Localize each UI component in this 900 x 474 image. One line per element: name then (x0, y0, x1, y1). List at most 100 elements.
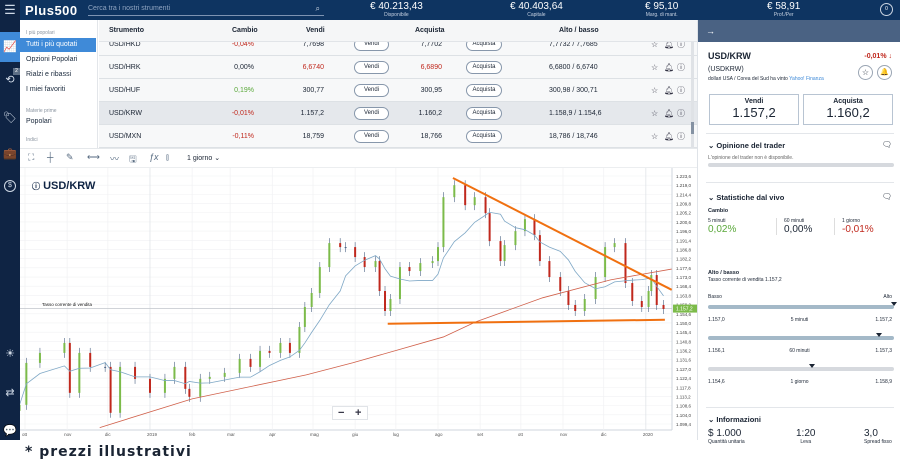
switch-icon[interactable]: ⇄ (5, 387, 15, 399)
sun-icon[interactable]: ☀ (5, 348, 15, 360)
opinion-bar (708, 163, 894, 167)
candle (650, 275, 653, 292)
bell-icon[interactable]: 🔔︎ (664, 132, 675, 141)
instrument-name: USD/HUF (109, 87, 141, 94)
search-input[interactable]: Cerca tra i nostri strumenti ⌕ (88, 2, 324, 16)
info-icon[interactable]: ⓘ (677, 86, 685, 95)
briefcase-icon[interactable]: 💼 (3, 148, 17, 160)
current-price-tag-text: 1.157,2 (676, 307, 693, 313)
high-low-value: 6,6800 / 6,6740 (549, 64, 598, 71)
buy-button[interactable]: Acquista (466, 61, 502, 74)
sell-button[interactable]: Vendi (354, 84, 389, 97)
tag-icon[interactable]: 🏷 (3, 112, 17, 124)
bell-icon[interactable]: 🔔︎ (664, 40, 675, 49)
table-scrollbar[interactable] (691, 42, 694, 148)
line-chart-icon[interactable]: 〰 (110, 154, 120, 164)
dollar-icon[interactable]: $ (4, 180, 16, 192)
x-tick-label: dic (601, 432, 608, 437)
buy-button[interactable]: Acquista 1.160,2 (803, 94, 893, 125)
star-icon[interactable]: ☆ (651, 132, 659, 141)
candle (538, 235, 541, 262)
period-dropdown[interactable]: 1 giorno ⌄ (187, 155, 221, 162)
y-tick-label: 1.122,4 (676, 376, 692, 381)
chat-icon[interactable]: 💬 (3, 425, 17, 437)
chart-svg[interactable]: 1.223,6 1.219,0 1.214,4 1.209,8 1.205,2 1.200… (18, 168, 700, 440)
candle (63, 342, 66, 353)
sell-button[interactable]: Vendi 1.157,2 (709, 94, 799, 125)
candle (18, 404, 21, 411)
save-icon[interactable]: 🖫 (129, 154, 137, 164)
info-icon[interactable]: ⓘ (677, 40, 685, 49)
alert-bell-button[interactable]: 🔔 (877, 65, 892, 80)
zoom-out-button[interactable]: − (338, 407, 345, 419)
candle (354, 247, 357, 258)
opinion-help-icon[interactable]: 🗨 (881, 140, 892, 149)
search-icon[interactable]: ⌕ (315, 4, 320, 13)
table-row[interactable]: USD/HRK 0,00% 6,6740 Vendi 6,6890 Acquis… (99, 56, 697, 79)
x-tick-label: feb (189, 432, 196, 437)
notifications-button[interactable]: 0 (880, 3, 893, 16)
y-tick-label: 1.108,6 (676, 404, 692, 409)
panel-description: dollari USA / Corea del Sud ha vinto Yah… (708, 76, 824, 82)
bell-icon[interactable]: 🔔︎ (664, 86, 675, 95)
star-icon[interactable]: ☆ (651, 109, 659, 118)
sell-price: 1.157,2 (300, 110, 324, 117)
live-stats-toggle[interactable]: ⌄ Statistiche dal vivo (708, 193, 785, 202)
info-icon[interactable]: ⓘ (677, 63, 685, 72)
trading-chart-icon[interactable]: 📈 (0, 32, 20, 62)
candle (288, 342, 291, 353)
bell-icon[interactable]: 🔔︎ (664, 63, 675, 72)
range-high: 1.157,2 (875, 317, 892, 323)
yahoo-finance-link[interactable]: Yahoo! Finanza (789, 76, 824, 82)
menu-item-favorites[interactable]: I miei favoriti (26, 86, 66, 93)
positions-icon[interactable]: ⟲ (5, 74, 15, 86)
favorite-star-button[interactable]: ☆ (858, 65, 873, 80)
trader-opinion-toggle[interactable]: ⌄ Opinione del trader (708, 141, 786, 150)
panel-collapse-button[interactable]: → (698, 20, 900, 42)
candle (583, 299, 586, 311)
candle-type-icon[interactable]: ⫾ (166, 152, 169, 162)
buy-button[interactable]: Acquista (466, 130, 502, 143)
indicators-fx-icon[interactable]: ƒx (149, 152, 159, 162)
bell-icon[interactable]: 🔔︎ (664, 109, 675, 118)
hamburger-menu-icon[interactable]: ☰ (4, 2, 16, 17)
sell-button[interactable]: Vendi (354, 61, 389, 74)
range-high: 1.158,9 (875, 379, 892, 385)
x-tick-label: nov (64, 432, 72, 437)
candle (188, 388, 191, 397)
star-icon[interactable]: ☆ (651, 86, 659, 95)
menu-item-risers-fallers[interactable]: Rialzi e ribassi (26, 71, 72, 78)
y-tick-label: 1.154,6 (676, 312, 692, 317)
star-icon[interactable]: ☆ (651, 63, 659, 72)
draw-pencil-icon[interactable]: ✎ (66, 152, 74, 162)
x-tick-label: lug (393, 432, 400, 437)
menu-item-most-traded[interactable]: Tutti i più quotati (20, 38, 96, 52)
candle (339, 243, 342, 248)
buy-button[interactable]: Acquista (466, 107, 502, 120)
menu-item-popular-options[interactable]: Opzioni Popolari (26, 56, 78, 63)
candle (268, 350, 271, 353)
y-tick-label: 1.200,6 (676, 220, 692, 225)
table-row[interactable]: USD/HUF 0,19% 300,77 Vendi 300,95 Acquis… (99, 79, 697, 102)
menu-item-commodities-popular[interactable]: Popolari (26, 118, 52, 125)
stats-help-icon[interactable]: 🗨 (881, 192, 892, 201)
info-icon[interactable]: ⓘ (677, 132, 685, 141)
table-row[interactable]: USD/KRW -0,01% 1.157,2 Vendi 1.160,2 Acq… (99, 102, 697, 125)
sell-button[interactable]: Vendi (354, 130, 389, 143)
info-toggle[interactable]: ⌄ Informazioni (708, 415, 761, 424)
price-chart[interactable]: 1.223,6 1.219,0 1.214,4 1.209,8 1.205,2 1.200… (18, 168, 700, 440)
zoom-in-button[interactable]: + (355, 407, 362, 419)
star-icon[interactable]: ☆ (651, 40, 659, 49)
info-icon[interactable]: ⓘ (677, 109, 685, 118)
table-row[interactable]: USD/MXN -0,11% 18,759 Vendi 18,766 Acqui… (99, 125, 697, 148)
sell-button[interactable]: Vendi (354, 107, 389, 120)
info-leverage: 1:20 Leva (796, 428, 816, 445)
y-tick-label: 1.099,4 (676, 422, 692, 427)
buy-button[interactable]: Acquista (466, 84, 502, 97)
candle (298, 326, 301, 353)
measure-icon[interactable]: ⟷ (87, 152, 100, 162)
candle (310, 293, 313, 307)
candle (398, 267, 401, 300)
crosshair-icon[interactable]: ┼ (47, 152, 54, 162)
fullscreen-icon[interactable]: ⛶ (28, 152, 35, 162)
